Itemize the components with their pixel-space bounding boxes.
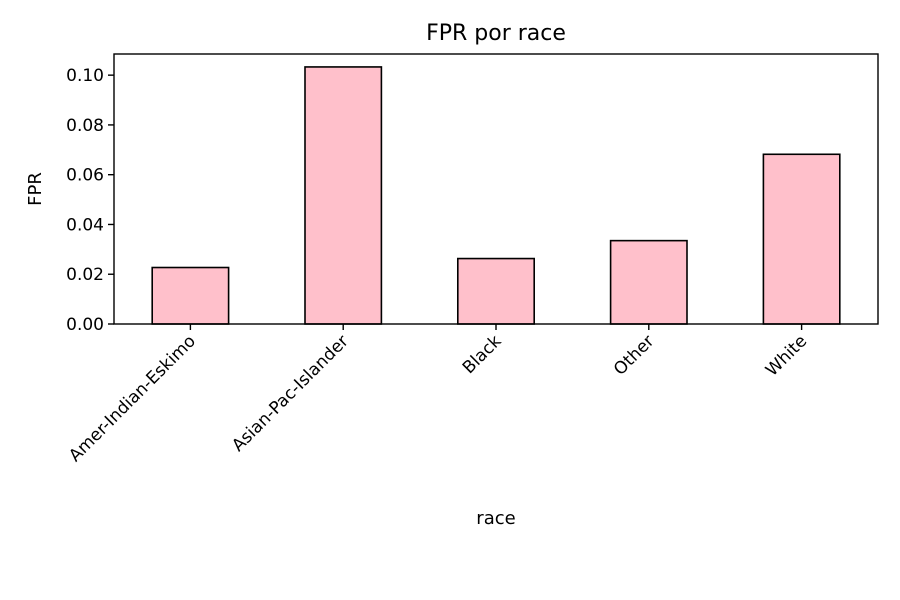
y-tick-label: 0.02	[66, 265, 104, 285]
y-tick-label: 0.06	[66, 166, 104, 186]
bar	[762, 153, 841, 325]
y-tick-label: 0.04	[66, 215, 104, 235]
y-tick-label: 0.08	[66, 116, 104, 136]
y-tick-label: 0.10	[66, 66, 104, 86]
x-tick-label: Asian-Pac-Islander	[228, 331, 352, 455]
x-axis: Amer-Indian-Eskimo Asian-Pac-Islander Blac…	[65, 324, 811, 466]
y-axis: 0.00 0.02 0.04 0.06 0.08 0.10	[66, 66, 114, 335]
bar	[304, 66, 383, 325]
y-axis-label: FPR	[25, 172, 46, 206]
x-tick-label: Other	[610, 331, 658, 379]
chart-title: FPR por race	[426, 21, 566, 46]
bar	[456, 257, 535, 325]
x-tick-label: White	[762, 331, 811, 380]
bars-group	[151, 66, 841, 325]
plot-frame	[113, 53, 879, 325]
x-tick-label: Black	[459, 331, 506, 378]
x-tick-label: Amer-Indian-Eskimo	[65, 331, 200, 466]
bar	[609, 239, 688, 325]
x-axis-label: race	[476, 508, 515, 529]
y-tick-label: 0.00	[66, 315, 104, 335]
bar	[151, 266, 230, 325]
